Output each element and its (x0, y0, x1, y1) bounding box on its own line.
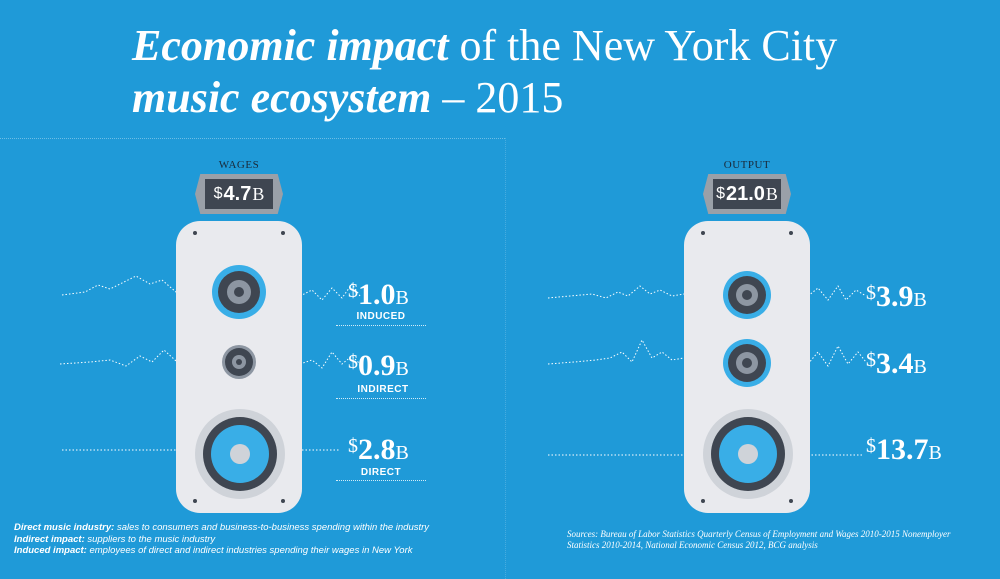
wages-induced-label: INDUCED (356, 311, 406, 322)
wages-indirect-underline (336, 398, 426, 399)
value-number: 13.7 (876, 433, 929, 466)
speaker-tweeter-icon (723, 271, 771, 319)
definitions-notes: Direct music industry: sales to consumer… (14, 522, 494, 557)
wave-output2-right (807, 344, 867, 367)
wages-total-plug: $4.7 B (195, 174, 283, 214)
output-total-display: $21.0 B (713, 179, 781, 209)
note-text: suppliers to the music industry (84, 533, 216, 545)
speaker-woofer-icon (195, 409, 285, 499)
note-term: Direct music industry: (14, 522, 115, 533)
screw-icon (789, 499, 793, 503)
output-total-plug: $21.0 B (703, 174, 791, 214)
speaker-woofer-icon (703, 409, 793, 499)
wave-output2-left (547, 338, 685, 365)
value-unit: B (928, 442, 942, 464)
wages-direct-value: $2.8B (348, 433, 409, 467)
wave-induced-right (299, 283, 361, 301)
sources-note: Sources: Bureau of Labor Statistics Quar… (567, 529, 951, 550)
wages-speaker-case (176, 221, 302, 513)
screw-icon (193, 499, 197, 503)
currency-symbol: $ (866, 435, 876, 457)
title-text-1: of the New York City (448, 21, 838, 70)
output-total-unit: B (765, 183, 778, 204)
value-number: 3.4 (876, 347, 914, 380)
value-number: 2.8 (358, 433, 396, 466)
wages-total-display: $4.7 B (205, 179, 273, 209)
value-unit: B (395, 358, 409, 380)
note-line: Induced impact: employees of direct and … (14, 545, 494, 557)
wages-total-unit: B (252, 183, 265, 204)
currency-symbol: $ (348, 351, 358, 373)
output-total-value: 21.0 (725, 182, 765, 205)
screw-icon (789, 231, 793, 235)
output-value-1: $3.9B (866, 280, 927, 314)
title-text-2: – 2015 (431, 73, 564, 122)
screw-icon (701, 499, 705, 503)
screw-icon (701, 231, 705, 235)
title-emphasis-2: music ecosystem (132, 73, 432, 122)
currency-symbol: $ (866, 349, 876, 371)
wages-total-currency: $ (213, 185, 223, 202)
value-unit: B (395, 287, 409, 309)
screw-icon (281, 231, 285, 235)
note-term: Indirect impact: (14, 533, 85, 545)
wages-direct-label: DIRECT (360, 467, 402, 478)
page-title: Economic impact of the New York City mus… (132, 20, 892, 124)
screw-icon (193, 231, 197, 235)
wages-induced-underline (336, 325, 426, 326)
output-speaker-case (684, 221, 810, 513)
currency-symbol: $ (348, 280, 358, 302)
wages-induced-value: $1.0B (348, 278, 409, 312)
value-number: 0.9 (358, 349, 396, 382)
note-text: employees of direct and indirect industr… (86, 545, 413, 556)
note-line: Direct music industry: sales to consumer… (14, 522, 494, 534)
title-divider (0, 138, 505, 139)
speaker-mid-icon (222, 345, 256, 379)
value-number: 3.9 (876, 280, 914, 313)
panel-divider (505, 138, 506, 579)
note-line: Indirect impact: suppliers to the music … (14, 534, 494, 546)
note-text: sales to consumers and business-to-busin… (114, 522, 430, 533)
note-term: Induced impact: (14, 545, 87, 556)
wages-indirect-value: $0.9B (348, 349, 409, 383)
speaker-mid-icon (723, 339, 771, 387)
currency-symbol: $ (866, 282, 876, 304)
title-emphasis-1: Economic impact (132, 21, 449, 70)
wages-indirect-label: INDIRECT (357, 384, 409, 395)
wave-output1-left (547, 285, 685, 299)
value-unit: B (913, 289, 927, 311)
value-unit: B (395, 442, 409, 464)
value-unit: B (913, 356, 927, 378)
screw-icon (281, 499, 285, 503)
wages-total-value: 4.7 (223, 182, 252, 205)
value-number: 1.0 (358, 278, 396, 311)
output-value-3: $13.7B (866, 433, 942, 467)
wave-output1-right (807, 285, 867, 301)
output-title: OUTPUT (723, 159, 771, 171)
currency-symbol: $ (348, 435, 358, 457)
speaker-tweeter-icon (212, 265, 266, 319)
wages-title: WAGES (218, 159, 260, 171)
wages-direct-underline (336, 480, 426, 481)
output-total-currency: $ (716, 185, 725, 202)
output-value-2: $3.4B (866, 347, 927, 381)
